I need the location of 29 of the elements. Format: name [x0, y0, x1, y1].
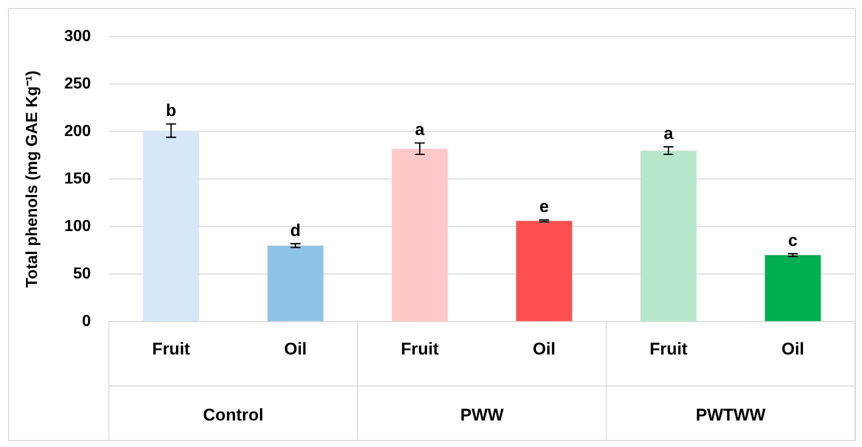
y-tick-label: 150 — [64, 170, 91, 188]
bar — [143, 130, 200, 322]
y-tick-label: 300 — [64, 28, 91, 46]
annotation: b — [166, 101, 176, 120]
text: PWW — [460, 406, 505, 425]
bar — [640, 150, 696, 322]
y-tick-label: 50 — [73, 266, 91, 283]
bar — [516, 220, 572, 322]
y-tick-label: 0 — [82, 313, 91, 330]
y-tick-label: 100 — [64, 218, 91, 236]
x-tick-label: Fruit — [152, 339, 190, 358]
bar — [764, 255, 821, 322]
annotation: c — [788, 230, 798, 250]
annotation: e — [539, 197, 549, 216]
annotation: d — [290, 220, 301, 240]
y-tick-label: 250 — [64, 76, 91, 93]
bar — [267, 246, 324, 322]
y-tick-label: 200 — [64, 123, 91, 140]
text: PWTWW — [696, 406, 767, 425]
x-tick-label: Oil — [284, 339, 307, 358]
x-tick-label: Oil — [532, 339, 556, 358]
bar — [392, 148, 448, 322]
x-tick-label: Fruit — [400, 339, 439, 358]
annotation: a — [664, 124, 674, 143]
annotation: a — [415, 120, 426, 140]
y-axis-title: Total phenols (mg GAE Kg⁻¹) — [24, 70, 42, 288]
x-tick-label: Fruit — [650, 339, 688, 358]
x-tick-label: Oil — [781, 339, 804, 358]
text: Control — [203, 406, 264, 425]
